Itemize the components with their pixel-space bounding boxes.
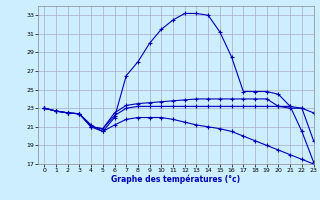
X-axis label: Graphe des températures (°c): Graphe des températures (°c): [111, 175, 241, 184]
